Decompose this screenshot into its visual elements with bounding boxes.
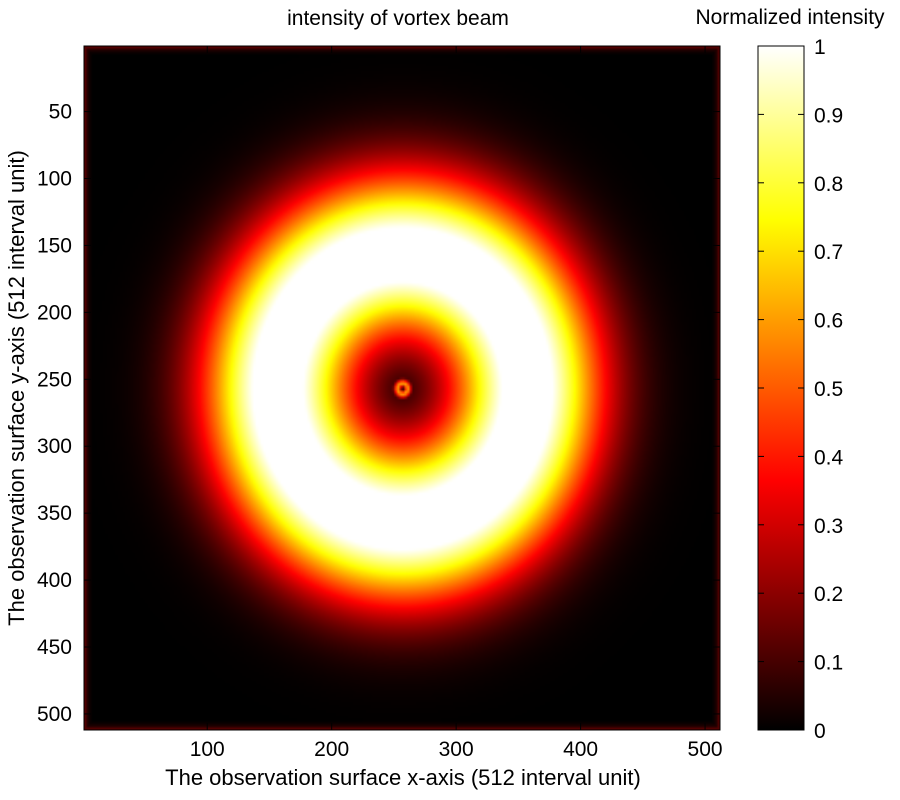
y-tick-label: 450	[37, 636, 72, 659]
heatmap-plot	[83, 45, 721, 731]
y-tick-label: 100	[37, 168, 72, 191]
y-tick-label: 250	[37, 368, 72, 391]
x-axis-label: The observation surface x-axis (512 inte…	[165, 765, 641, 790]
colorbar-tick-label: 0.7	[814, 241, 843, 264]
y-tick-label: 400	[37, 569, 72, 592]
x-axis-ticks: 100 200 300 400 500	[190, 46, 723, 761]
y-tick-label: 300	[37, 435, 72, 458]
x-tick-label: 300	[439, 738, 474, 761]
colorbar-tick-label: 0.2	[814, 583, 843, 606]
chart-title: intensity of vortex beam	[287, 7, 509, 30]
colorbar-ticks: 0 0.1 0.2 0.3 0.4 0.5 0.6 0.7 0.8 0.9 1	[758, 36, 844, 743]
colorbar-tick-label: 0.3	[814, 515, 843, 538]
x-tick-label: 400	[563, 738, 598, 761]
colorbar-tick-label: 0.1	[814, 652, 843, 675]
colorbar-tick-label: 0.4	[814, 446, 844, 469]
y-tick-label: 500	[37, 703, 72, 726]
colorbar-tick-label: 1	[814, 36, 826, 59]
heatmap-image	[84, 46, 720, 730]
y-tick-label: 50	[49, 101, 72, 124]
x-tick-label: 200	[314, 738, 349, 761]
colorbar-label: Normalized intensity	[695, 6, 885, 29]
y-tick-label: 200	[37, 301, 72, 324]
colorbar-tick-label: 0.8	[814, 173, 843, 196]
colorbar-tick-label: 0.9	[814, 104, 843, 127]
y-tick-label: 150	[37, 234, 72, 257]
colorbar-gradient	[757, 45, 805, 731]
y-axis-ticks: 50 100 150 200 250 300 350 400 450 500	[37, 101, 720, 726]
colorbar: 0 0.1 0.2 0.3 0.4 0.5 0.6 0.7 0.8 0.9 1 Normalized…	[695, 6, 885, 743]
y-tick-label: 350	[37, 502, 72, 525]
x-tick-label: 500	[688, 738, 723, 761]
y-axis-label: The observation surface y-axis (512 inte…	[4, 150, 29, 626]
colorbar-tick-label: 0.6	[814, 310, 843, 333]
plot-frame	[83, 45, 721, 731]
x-tick-label: 100	[190, 738, 225, 761]
colorbar-tick-label: 0.5	[814, 378, 843, 401]
colorbar-tick-label: 0	[814, 720, 826, 743]
